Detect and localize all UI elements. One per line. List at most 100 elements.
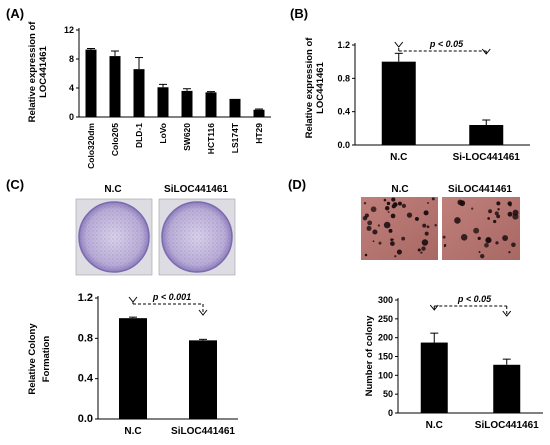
x-category-label: Si-LOC441461 [453, 152, 521, 163]
significance-arrow [128, 296, 138, 303]
p-value-annotation: p < 0.001 [152, 292, 191, 302]
colony-spot [495, 241, 499, 245]
colony-spot [494, 211, 499, 216]
y-tick-label: 0.0 [78, 413, 93, 425]
colony-dish-image-si [158, 198, 236, 276]
colony-spot [422, 223, 427, 228]
colony-spot [372, 229, 378, 235]
bar [109, 56, 121, 117]
colony-spot [480, 253, 485, 259]
agar-image-label-nc: N.C [391, 184, 408, 195]
significance-arrow [429, 304, 439, 311]
panel-d-plot: 0 50 100 150 200 250 300 N.C SiLOC441461 p < 0.05 [378, 294, 543, 431]
soft-agar-image-si [442, 197, 520, 260]
x-category-label: HT29 [254, 123, 264, 144]
colony-spot [364, 213, 369, 218]
colony-spot [378, 241, 382, 245]
colony-spot [487, 217, 490, 220]
x-category-label: Colo205 [110, 123, 120, 156]
colony-spot [496, 214, 501, 219]
bar [85, 49, 97, 118]
y-tick-label: 0.8 [78, 332, 93, 344]
y-tick-label: 12 [64, 25, 74, 35]
colony-dish-image-nc [75, 198, 153, 276]
bar [181, 90, 193, 117]
bar [229, 98, 241, 117]
y-tick-label: 1.2 [78, 292, 93, 304]
colony-spot [366, 225, 372, 231]
y-tick-label: 8 [69, 54, 74, 64]
x-category-label: SW620 [182, 123, 192, 151]
colony-spot [363, 201, 367, 205]
y-tick-label: 0.4 [337, 107, 350, 117]
colony-spot [443, 245, 446, 248]
colony-spot [485, 237, 492, 244]
bar [205, 92, 217, 117]
panel-a-y-axis-label: Relative expression of LOC441461 [27, 21, 49, 123]
y-axis-label: Relative expression of [27, 21, 38, 123]
p-value-annotation: p < 0.05 [429, 39, 464, 49]
y-tick-label: 0.0 [337, 140, 350, 150]
soft-agar-image-nc [361, 197, 438, 260]
colony-spot [364, 253, 368, 257]
bar [119, 318, 147, 419]
significance-arrow [502, 310, 512, 317]
dish-image-label-nc: N.C [104, 184, 121, 195]
y-axis-label: LOC441461 [315, 61, 326, 113]
bar [469, 125, 504, 145]
y-axis-label: Relative expression of [304, 37, 315, 139]
colony-spot [460, 234, 468, 241]
y-axis-label: LOC441461 [38, 45, 49, 97]
y-tick-label: 100 [378, 370, 393, 380]
colony-spot [377, 224, 381, 227]
colony-spot [401, 236, 406, 241]
colony-spot [457, 199, 463, 206]
y-axis-label: Number of colony [364, 315, 375, 396]
agar-image-label-si: SiLOC441461 [448, 184, 512, 195]
colony-spot [417, 248, 421, 252]
colony-spot [398, 201, 402, 206]
bar [189, 340, 217, 419]
colony-spot [424, 231, 429, 236]
colony-spot [497, 208, 500, 211]
panel-c-plot: 0.0 0.4 0.8 1.2 N.C SiLOC441461 p < 0.001 [78, 292, 238, 437]
bar [420, 342, 448, 413]
colony-spot [423, 210, 429, 216]
x-category-label: HCT116 [206, 123, 216, 154]
colony-spot [493, 219, 497, 224]
colony-spot [386, 201, 391, 206]
colony-spot [383, 198, 387, 202]
panel-c-label: (C) [6, 177, 24, 192]
colony-spot [383, 221, 391, 229]
y-tick-label: 200 [378, 333, 393, 343]
colony-spot [421, 246, 426, 251]
bar [493, 364, 521, 413]
colony-spot [388, 228, 393, 233]
bar [253, 109, 265, 117]
panel-b-label: (B) [290, 6, 308, 21]
y-tick-label: 250 [378, 314, 393, 324]
x-category-label: N.C [390, 152, 407, 163]
panel-a-label: (A) [6, 6, 24, 21]
panel-b-y-axis-label: Relative expression of LOC441461 [304, 37, 326, 139]
colony-spot [442, 235, 446, 239]
panel-d-y-axis-label: Number of colony [364, 315, 375, 396]
colony-spot [511, 242, 516, 248]
significance-arrow [481, 48, 491, 55]
y-axis-label: Relative Colony [27, 323, 38, 395]
y-tick-label: 0 [388, 408, 393, 418]
colony-spot [426, 225, 430, 229]
colony-spot [414, 216, 419, 221]
colony-spot [406, 212, 413, 218]
colony-spot [387, 211, 390, 213]
x-category-label: LS174T [230, 122, 240, 153]
x-category-label: LoVo [158, 123, 168, 144]
y-tick-label: 0.4 [78, 373, 94, 385]
panel-b-plot: 0.0 0.4 0.8 1.2 N.C Si-LOC441461 p < 0.05 [337, 39, 530, 163]
colony-spot [390, 238, 393, 242]
colony-spot [396, 249, 402, 255]
colony-spot [427, 202, 430, 205]
colony-spot [512, 209, 519, 216]
colony-spot [488, 209, 493, 214]
x-category-label: N.C [426, 420, 443, 431]
